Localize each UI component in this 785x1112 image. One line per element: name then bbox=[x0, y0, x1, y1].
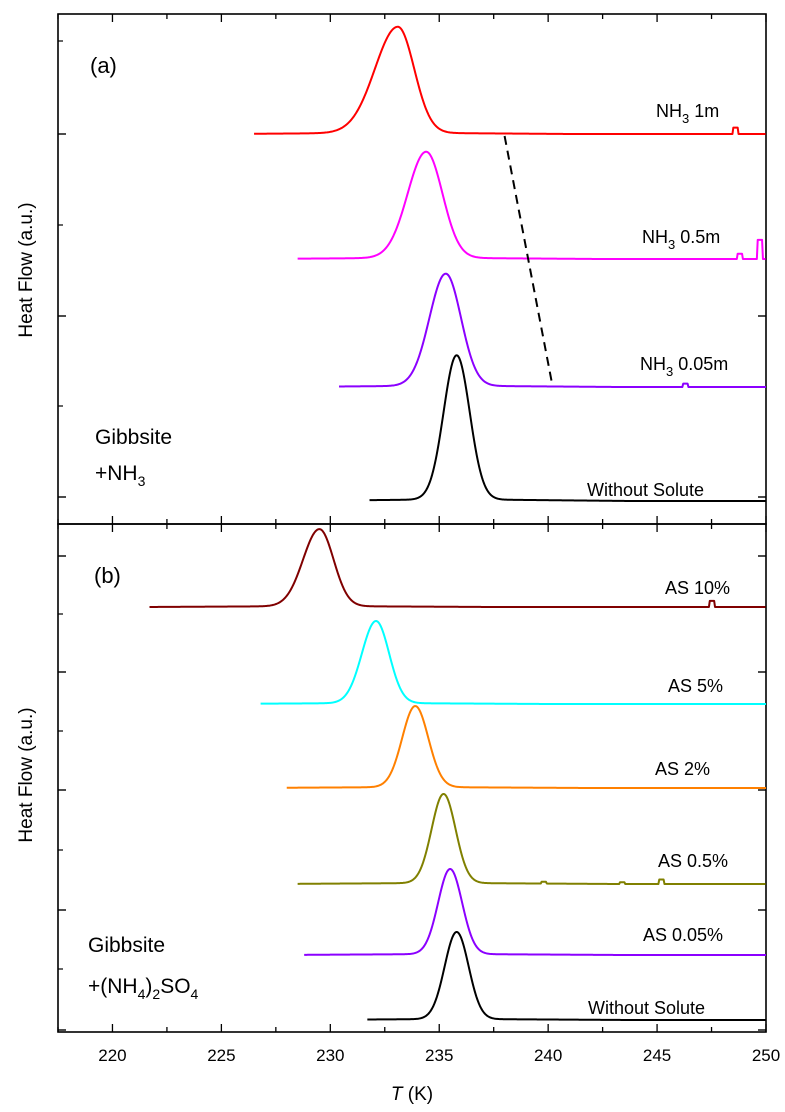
panel-b-annotation-line2: +(NH4)2SO4 bbox=[88, 975, 199, 1002]
series-line bbox=[286, 705, 767, 789]
x-tick-label: 245 bbox=[643, 1046, 671, 1065]
series-line bbox=[297, 792, 766, 885]
x-tick-label: 240 bbox=[534, 1046, 562, 1065]
series-label: AS 2% bbox=[655, 759, 710, 779]
series-line bbox=[149, 528, 766, 608]
x-tick-label: 220 bbox=[98, 1046, 126, 1065]
series-label: NH3 0.05m bbox=[640, 354, 728, 379]
series-line bbox=[304, 868, 767, 956]
panel-b-curves bbox=[149, 528, 767, 1021]
series-line bbox=[253, 25, 766, 135]
series-line bbox=[369, 354, 767, 502]
panel-a-series-labels: NH3 1m NH3 0.5m NH3 0.05m Without Solute bbox=[587, 101, 728, 500]
panel-a-annotation-line1: Gibbsite bbox=[95, 426, 172, 449]
series-line bbox=[260, 620, 767, 705]
x-tick-label: 230 bbox=[316, 1046, 344, 1065]
peak-shift-dashed-line bbox=[503, 135, 554, 387]
x-tick-label: 250 bbox=[752, 1046, 780, 1065]
panel-b-ylabel: Heat Flow (a.u.) bbox=[16, 707, 37, 842]
x-tick-labels: 220 225 230 235 240 245 250 bbox=[98, 1046, 780, 1065]
panel-b-axes bbox=[57, 523, 767, 1033]
panel-frame bbox=[57, 523, 767, 1033]
series-label: AS 0.5% bbox=[658, 851, 728, 871]
series-label: Without Solute bbox=[587, 480, 704, 500]
panel-b-label: (b) bbox=[94, 563, 121, 588]
series-label: NH3 1m bbox=[656, 101, 719, 126]
panel-b-annotation-line1: Gibbsite bbox=[88, 934, 165, 957]
series-line bbox=[297, 150, 766, 260]
x-axis-title: T (K) bbox=[391, 1084, 433, 1105]
x-tick-label: 225 bbox=[207, 1046, 235, 1065]
panel-a-label: (a) bbox=[90, 53, 117, 78]
series-line bbox=[367, 931, 766, 1021]
x-tick-label: 235 bbox=[425, 1046, 453, 1065]
series-label: NH3 0.5m bbox=[642, 227, 720, 252]
panel-b-series-labels: AS 10% AS 5% AS 2% AS 0.5% AS 0.05% Without S… bbox=[588, 578, 730, 1018]
panel-a-ylabel: Heat Flow (a.u.) bbox=[16, 202, 37, 337]
series-label: AS 5% bbox=[668, 676, 723, 696]
panel-a-annotation-line2: +NH3 bbox=[95, 462, 146, 489]
series-label: Without Solute bbox=[588, 998, 705, 1018]
series-label: AS 0.05% bbox=[643, 925, 723, 945]
series-line bbox=[338, 272, 767, 388]
panel-a-curves bbox=[253, 25, 767, 502]
series-label: AS 10% bbox=[665, 578, 730, 598]
